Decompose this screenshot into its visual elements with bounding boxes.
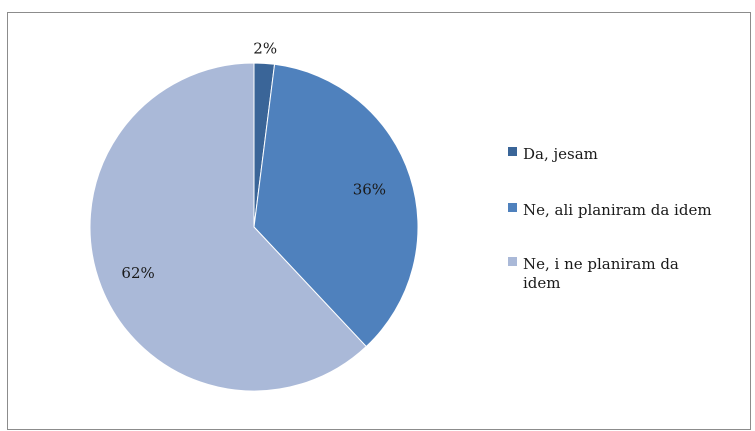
slice-data-label: 36% [353,181,386,199]
pie-slice [89,62,367,392]
legend-swatch [508,257,517,266]
chart-area: 2% 36% 62% Da, jesam Ne, ali planiram da id… [7,12,751,430]
legend-swatch [508,203,517,212]
legend-label: Ne, ali planiram da idem [523,201,712,219]
pie-chart: 2% 36% 62% Da, jesam Ne, ali planiram da id… [89,40,712,392]
legend-swatch [508,147,517,156]
legend-label: Da, jesam [523,145,598,163]
legend-label: Ne, i ne planiram da idem [523,255,679,292]
slice-data-label: 62% [121,264,154,282]
pie-slice [253,63,419,348]
slice-data-label: 2% [253,40,277,58]
